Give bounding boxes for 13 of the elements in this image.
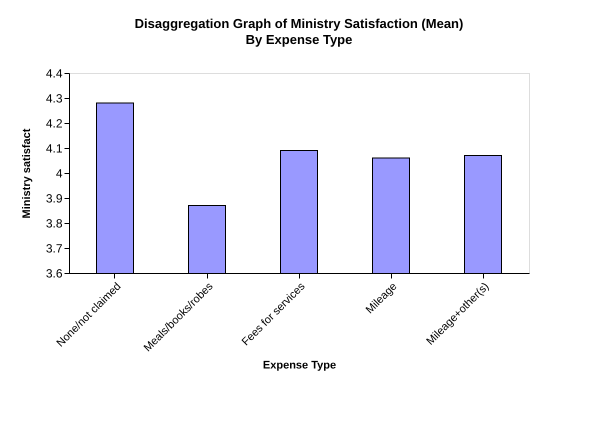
y-tick-label: 4.2 [46,116,63,130]
y-tick-label: 3.6 [46,266,63,280]
x-axis-title: Expense Type [262,360,336,372]
y-tick-label: 4.3 [46,92,63,106]
y-tick-label: 4 [56,166,63,180]
chart-title: Disaggregation Graph of Ministry Satisfaction (Mean) [134,16,464,31]
y-tick-label: 4.1 [46,142,63,156]
y-tick-label: 3.7 [46,242,63,256]
y-tick-label: 3.9 [46,192,63,206]
y-axis-title: Ministry satisfact [20,128,33,218]
chart-subtitle: By Expense Type [246,32,352,47]
y-tick-label: 4.4 [46,66,63,80]
y-tick-label: 3.8 [46,216,63,230]
